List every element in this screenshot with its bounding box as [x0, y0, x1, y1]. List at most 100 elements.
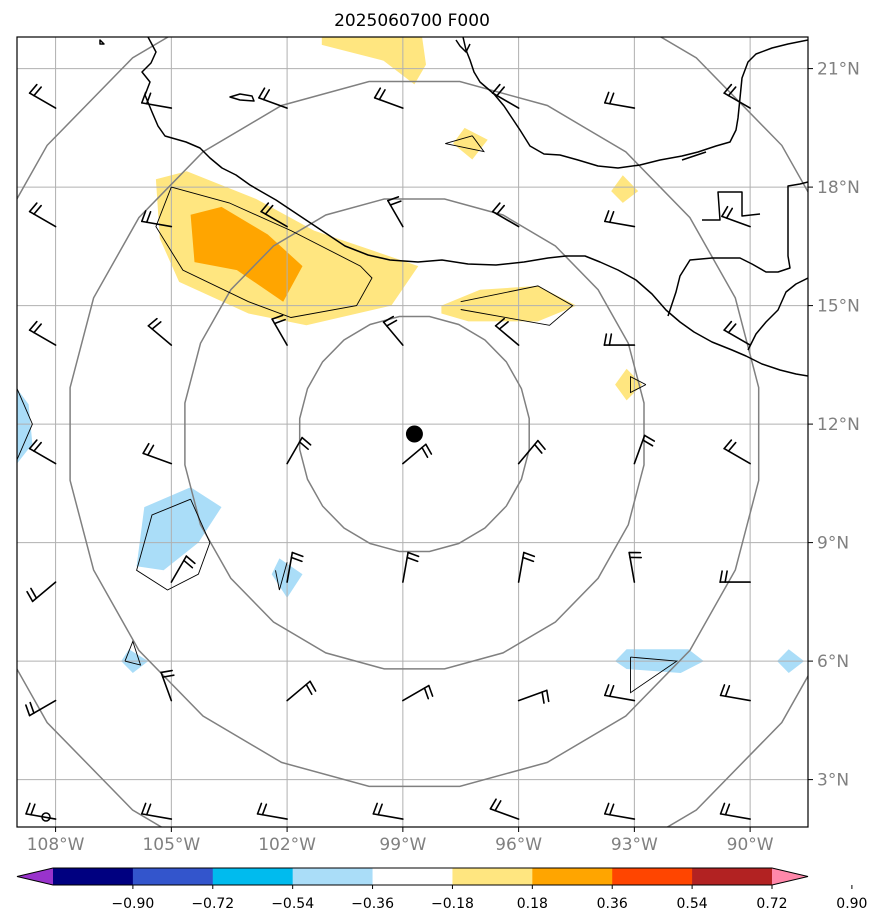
- range-ring: [298, 315, 530, 553]
- wind-barb: [719, 684, 751, 702]
- coast-islet-a: [99, 39, 105, 45]
- colorbar-segment: [292, 868, 374, 885]
- latitude-label: 21°N: [817, 60, 860, 80]
- yellow-patch-small-c: [615, 368, 643, 401]
- latitude-label: 9°N: [817, 534, 849, 554]
- thin-contour-small-c: [630, 375, 647, 394]
- colorbar-low-extend: [17, 868, 53, 885]
- coast-islet-c: [681, 151, 707, 161]
- map-plot-area: [17, 37, 808, 827]
- wind-barb: [28, 320, 57, 346]
- wind-barb: [517, 551, 536, 583]
- blue-patch-west-edge: [17, 388, 33, 464]
- border-guatemala: [667, 181, 808, 317]
- yellow-patch-oaxaca: [441, 285, 577, 322]
- thin-contour-east: [630, 656, 679, 694]
- storm-center-marker: [405, 425, 423, 443]
- map-title: 2025060700 F000: [334, 11, 490, 31]
- wind-barb: [721, 205, 751, 228]
- colorbar-tick-label: −0.90: [111, 896, 154, 912]
- colorbar-segment: [53, 868, 134, 885]
- longitude-label: 105°W: [142, 835, 200, 855]
- latitude-label: 3°N: [817, 771, 849, 791]
- colorbar-tick-label: 0.72: [756, 896, 787, 912]
- range-ring: [184, 198, 645, 670]
- wind-barb: [494, 317, 520, 346]
- thin-contour-small-b: [124, 640, 142, 666]
- colorbar-tick-label: −0.72: [191, 896, 234, 912]
- colorbar-segment: [612, 868, 693, 885]
- colorbar-segment: [532, 868, 613, 885]
- wind-barb: [286, 551, 304, 583]
- wind-barb: [402, 443, 433, 465]
- wind-barb: [373, 87, 404, 109]
- wind-barb: [604, 210, 636, 228]
- wind-barb: [170, 555, 196, 583]
- thin-contours: [17, 135, 679, 694]
- gridlines: [17, 37, 808, 827]
- wind-barb: [604, 802, 636, 820]
- coastline-gulf-mexico: [462, 37, 808, 169]
- coastline-pacific-mexico: [141, 37, 808, 377]
- wind-barb: [491, 83, 520, 109]
- colorbar-segment: [692, 868, 773, 885]
- wind-barb: [271, 314, 288, 346]
- wind-barb: [387, 196, 404, 228]
- wind-barb: [26, 581, 57, 603]
- wind-barb: [517, 689, 550, 704]
- wind-barb: [140, 210, 173, 228]
- colorbar-outline: [16, 867, 809, 886]
- colorbar-tick-label: 0.36: [597, 896, 628, 912]
- longitude-label: 108°W: [27, 835, 85, 855]
- wind-barb: [604, 684, 636, 702]
- wind-barb: [633, 434, 656, 465]
- wind-barb: [402, 684, 434, 702]
- wind-barb: [719, 802, 751, 820]
- colorbar: −0.90 −0.72 −0.54 −0.36 −0.18 0.18 0.36 0.54 0.7…: [16, 867, 867, 912]
- colorbar-tick-label: −0.36: [351, 896, 394, 912]
- colorbar-tick-label: 0.54: [677, 896, 708, 912]
- blue-patch-southwest: [136, 487, 222, 571]
- map-frame: [16, 36, 809, 828]
- wind-barb: [489, 798, 520, 820]
- wind-barb: [723, 439, 751, 465]
- wind-barb: [256, 802, 288, 820]
- latitude-label: 18°N: [817, 178, 860, 198]
- colorbar-segment: [212, 868, 294, 885]
- latitude-label: 6°N: [817, 652, 849, 672]
- wind-barb: [517, 439, 546, 465]
- wind-barb: [604, 91, 636, 109]
- yellow-patch-north: [321, 37, 426, 85]
- wind-barb: [286, 680, 317, 702]
- colorbar-tick-label: −0.18: [431, 896, 474, 912]
- wind-barb: [723, 320, 751, 346]
- wind-barb: [140, 802, 173, 820]
- longitude-label: 96°W: [495, 835, 542, 855]
- orange-patch-guerrero: [190, 206, 303, 302]
- longitude-label: 90°W: [727, 835, 774, 855]
- colorbar-tick-label: −0.54: [271, 896, 314, 912]
- shaded-field-layer: [17, 37, 805, 673]
- wind-barb: [628, 551, 643, 583]
- wind-barb: [142, 442, 173, 465]
- colorbar-segment: [372, 868, 453, 885]
- coastlines: [41, 37, 808, 822]
- colorbar-tick-label: 0.18: [517, 896, 548, 912]
- range-ring: [17, 37, 808, 827]
- wind-barb: [491, 202, 520, 228]
- range-rings: [17, 37, 808, 827]
- wind-barb: [28, 439, 57, 465]
- coast-islet-b: [455, 39, 471, 53]
- wind-barb: [28, 202, 57, 228]
- thin-contour-southwest: [136, 498, 211, 591]
- wind-barb: [25, 802, 57, 820]
- wind-barb: [160, 669, 175, 702]
- colorbar-segment: [452, 868, 533, 885]
- thin-contour-guerrero: [155, 186, 373, 318]
- thin-contour-small-north: [445, 135, 485, 153]
- thin-contour-oaxaca: [460, 285, 574, 326]
- lake-chapala: [229, 93, 255, 102]
- wind-barb: [260, 202, 288, 228]
- wind-barbs: [25, 83, 751, 820]
